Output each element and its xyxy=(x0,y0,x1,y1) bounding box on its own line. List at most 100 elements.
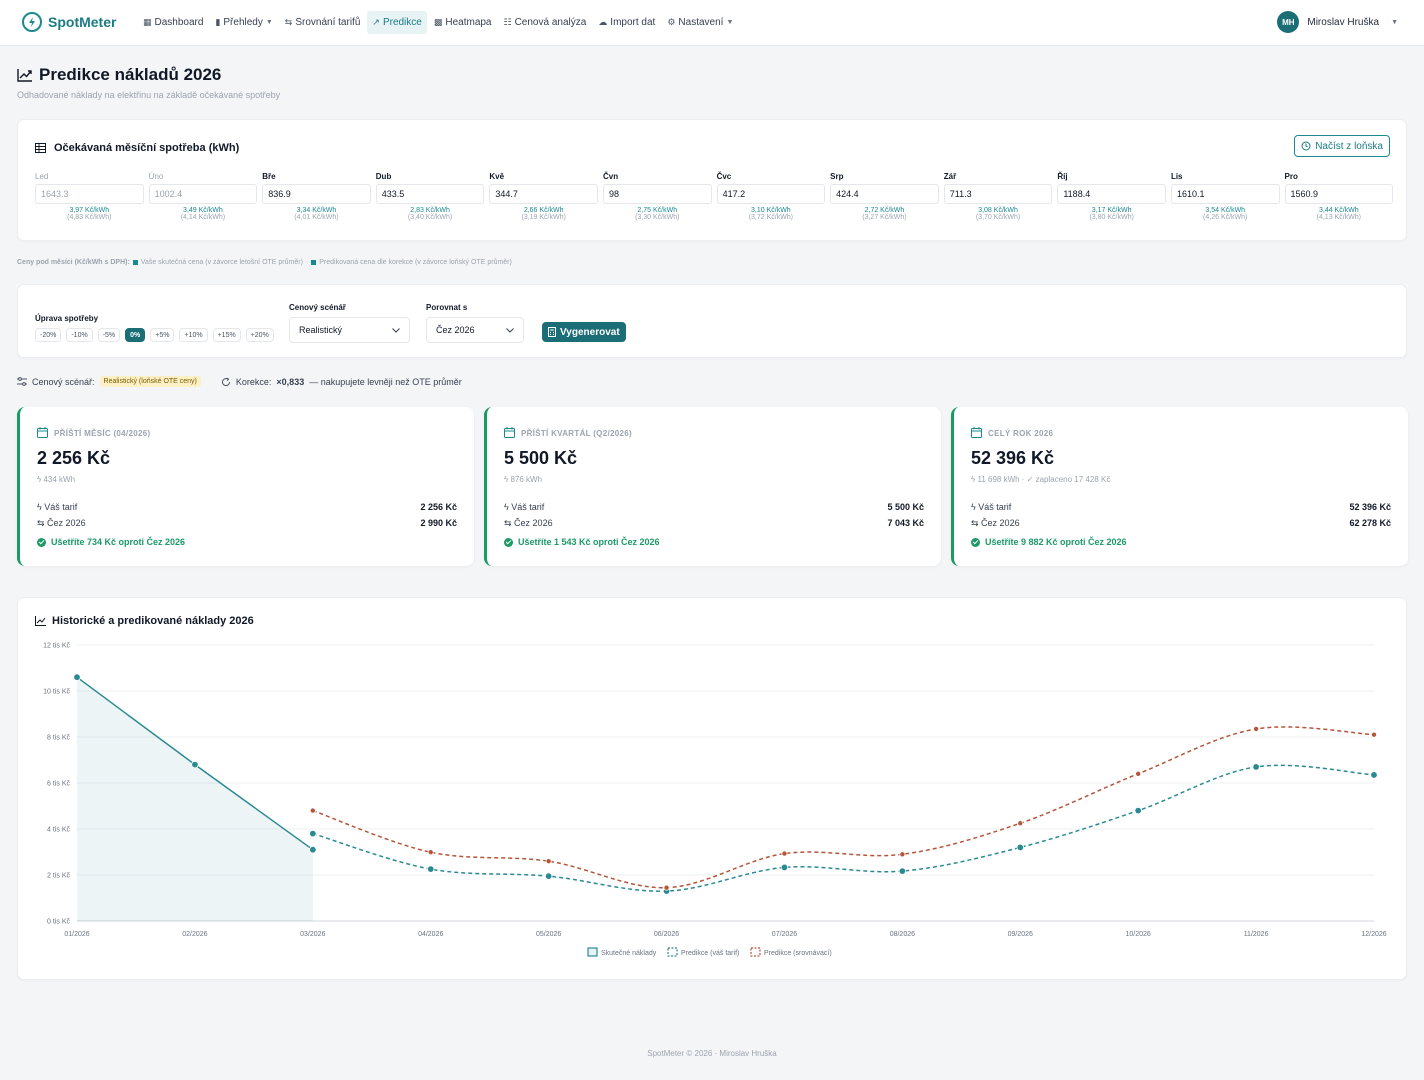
adjust-option[interactable]: -20% xyxy=(35,328,62,342)
nav-item-predikce[interactable]: ↗ Predikce xyxy=(367,11,427,34)
cost-chart: 0 tis Kč 2 tis Kč 4 tis Kč 6 tis Kč 8 tis Kč… xyxy=(43,643,1387,958)
stat-heading: PŘÍŠTÍ KVARTÁL (Q2/2026) xyxy=(504,427,632,440)
adjust-option[interactable]: +10% xyxy=(179,328,208,342)
nav-item-přehledy[interactable]: ▮ Přehledy ▼ xyxy=(210,11,277,34)
load-last-year-button[interactable]: Načíst z loňska xyxy=(1294,135,1390,157)
month-ote-price: (3,30 Kč/kWh) xyxy=(635,214,680,221)
stat-heading-text: CELÝ ROK 2026 xyxy=(988,429,1054,438)
stat-compare-value: 62 278 Kč xyxy=(1349,518,1391,528)
month-consumption-input[interactable]: 1610.1 xyxy=(1170,184,1280,204)
y-tick-label: 12 tis Kč xyxy=(43,643,70,650)
month-consumption-input[interactable]: 417.2 xyxy=(716,184,826,204)
month-consumption-input[interactable]: 711.3 xyxy=(943,184,1053,204)
month-label: Pro xyxy=(1284,172,1298,181)
refresh-icon xyxy=(221,377,230,386)
data-point xyxy=(309,829,317,838)
legend-label: Skutečné náklady xyxy=(601,950,657,957)
y-tick-label: 10 tis Kč xyxy=(43,689,70,696)
stat-value: 2 256 Kč xyxy=(37,448,111,468)
legend-label: Predikce (srovnávací) xyxy=(764,950,832,957)
month-consumption-input[interactable]: 836.9 xyxy=(262,184,371,204)
adjust-option[interactable]: +5% xyxy=(150,328,175,342)
data-point xyxy=(1252,763,1260,771)
x-tick-label: 01/2026 xyxy=(64,931,89,938)
month-consumption-input[interactable]: 1188.4 xyxy=(1057,184,1166,204)
page-title: Predikce nákladů 2026 xyxy=(17,65,221,85)
history-icon xyxy=(1301,141,1311,151)
stat-kwh: ϟ 11 698 kWh · ✓ zaplaceno 17 428 Kč xyxy=(971,475,1110,484)
nav-item-heatmapa[interactable]: ▩ Heatmapa xyxy=(429,11,497,34)
scenario-select[interactable]: Realistický xyxy=(289,317,410,343)
check-circle-icon xyxy=(971,537,980,547)
legend-square-icon xyxy=(132,260,138,265)
month-price: 2,72 Kč/kWh xyxy=(864,207,905,214)
x-tick-label: 05/2026 xyxy=(536,931,561,938)
stat-kwh-text: 876 kWh xyxy=(510,475,543,484)
nav-item-cenová-analýza[interactable]: ☷ Cenová analýza xyxy=(499,11,592,34)
calendar-icon xyxy=(37,427,48,440)
month-consumption-input[interactable]: 1002.4 xyxy=(148,184,258,204)
month-ote-price: (3,70 Kč/kWh) xyxy=(975,214,1021,221)
grid-icon: ▩ xyxy=(433,17,443,27)
adjust-option[interactable]: -10% xyxy=(66,328,93,342)
brand[interactable]: SpotMeter xyxy=(22,12,116,32)
month-consumption-input[interactable]: 98 xyxy=(602,184,712,204)
month-consumption-input[interactable]: 1643.3 xyxy=(35,184,144,204)
lightning-icon: ϟ xyxy=(37,475,44,484)
stat-compare-value: 7 043 Kč xyxy=(887,518,924,528)
month-label: Kvě xyxy=(489,172,505,181)
x-tick-label: 12/2026 xyxy=(1361,931,1386,938)
compare-select[interactable]: Čez 2026 xyxy=(426,317,524,343)
month-consumption-input[interactable]: 424.4 xyxy=(830,184,939,204)
calculator-icon xyxy=(548,327,556,337)
stat-tariff-label-text: Váš tarif xyxy=(44,502,78,512)
data-point xyxy=(309,845,317,854)
stat-value: 5 500 Kč xyxy=(504,448,578,468)
price-legend-predicted: Predikovaná cena dle korekce (v závorce … xyxy=(319,259,512,266)
scenario-info: Cenový scénář: Realistický (loňské OTE c… xyxy=(17,376,462,387)
data-point xyxy=(1371,731,1378,738)
x-tick-label: 08/2026 xyxy=(890,931,915,938)
month-label: Zář xyxy=(943,172,957,181)
chevron-down-icon xyxy=(506,327,514,333)
month-ote-price: (4,26 Kč/kWh) xyxy=(1203,214,1248,221)
x-tick-label: 06/2026 xyxy=(654,931,679,938)
trend-up-icon xyxy=(17,69,32,82)
stat-tariff-label: ϟ Váš tarif xyxy=(971,502,1011,512)
adjust-options: -20% -10% -5% 0% +5% +10% +15% +20% xyxy=(35,328,274,342)
data-point xyxy=(544,872,553,880)
chevron-down-icon: ▼ xyxy=(1391,18,1398,26)
check-circle-icon xyxy=(504,537,513,547)
month-consumption-input[interactable]: 1560.9 xyxy=(1284,184,1394,204)
month-consumption-input[interactable]: 344.7 xyxy=(489,184,598,204)
price-legend-actual: Vaše skutečná cena (v závorce letošní OT… xyxy=(140,259,303,266)
nav-item-import-dat[interactable]: ☁ Import dat xyxy=(593,11,660,34)
bar-chart-icon: ▮ xyxy=(215,17,221,27)
compare-icon: ⇆ xyxy=(971,518,982,528)
adjust-option[interactable]: +15% xyxy=(212,328,241,342)
nav-item-dashboard[interactable]: ▦ Dashboard xyxy=(138,11,208,34)
y-tick-label: 4 tis Kč xyxy=(47,827,70,834)
user-menu[interactable]: MH Miroslav Hruška ▼ xyxy=(1277,11,1398,33)
data-point xyxy=(1016,843,1024,852)
month-ote-price: (3,40 Kč/kWh) xyxy=(407,214,453,221)
nav-item-nastavení[interactable]: ⚙ Nastavení ▼ xyxy=(662,11,738,34)
stat-tariff-label-text: Váš tarif xyxy=(511,502,545,512)
generate-button[interactable]: Vygenerovat xyxy=(542,322,626,342)
x-tick-label: 03/2026 xyxy=(300,931,325,938)
nav-item-srovnání-tarifů[interactable]: ⇆ Srovnání tarifů xyxy=(280,11,366,34)
adjust-option[interactable]: 0% xyxy=(125,328,146,342)
paid-check-icon: ✓ xyxy=(1024,475,1036,484)
scenario-select-value: Realistický xyxy=(299,325,343,335)
series-line-comparison xyxy=(312,726,1375,889)
adjust-label: Úprava spotřeby xyxy=(35,314,99,323)
lightning-icon: ϟ xyxy=(504,502,512,512)
chart-card: Historické a predikované náklady 2026 0 … xyxy=(17,597,1407,980)
adjust-option[interactable]: +20% xyxy=(245,328,274,342)
lightning-logo-icon xyxy=(22,12,42,32)
trend-icon: ↗ xyxy=(372,17,380,27)
adjust-option[interactable]: -5% xyxy=(97,328,121,342)
y-tick-label: 0 tis Kč xyxy=(47,919,70,926)
scenario-info-label: Cenový scénář: xyxy=(32,376,95,387)
month-consumption-input[interactable]: 433.5 xyxy=(375,184,485,204)
